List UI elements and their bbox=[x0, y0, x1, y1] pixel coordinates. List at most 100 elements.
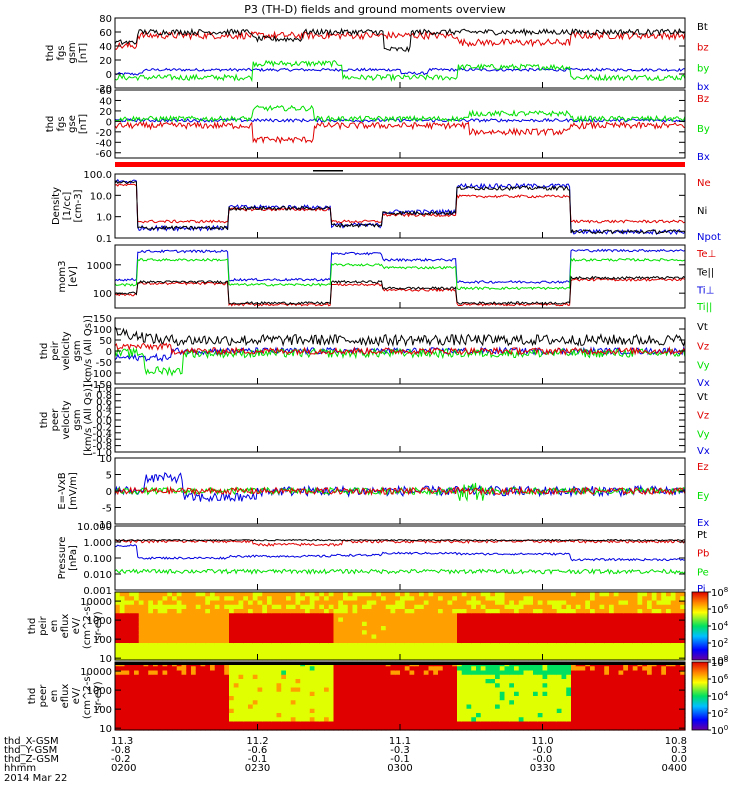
spectrogram-cell bbox=[447, 600, 453, 606]
spectrogram-cell bbox=[594, 613, 601, 619]
spectrogram-cell bbox=[670, 600, 677, 606]
spectrogram-cell bbox=[504, 630, 510, 636]
spectrogram-cell bbox=[134, 647, 140, 653]
spectrogram-cell bbox=[124, 630, 130, 636]
spectrogram-cell bbox=[447, 687, 453, 693]
spectrogram-cell bbox=[219, 604, 225, 610]
spectrogram-cell bbox=[476, 670, 482, 676]
spectrogram-cell bbox=[267, 670, 273, 676]
spectrogram-cell bbox=[267, 592, 273, 597]
spectrogram-cell bbox=[181, 647, 187, 653]
spectrogram-cell bbox=[172, 725, 178, 731]
spectrogram-cell bbox=[490, 626, 496, 631]
spectrogram-cell bbox=[362, 704, 368, 710]
spectrogram-cell bbox=[400, 630, 406, 636]
spectrogram-cell bbox=[514, 613, 520, 619]
spectrogram-cell bbox=[495, 638, 501, 644]
spectrogram-cell bbox=[552, 717, 558, 723]
spectrogram-cell bbox=[153, 666, 159, 672]
spectrogram-cell bbox=[119, 655, 126, 661]
spectrogram-cell bbox=[186, 687, 192, 693]
spectrogram-cell bbox=[575, 651, 582, 657]
y-tick-label: 0.1 bbox=[96, 234, 112, 245]
spectrogram-cell bbox=[371, 621, 377, 627]
spectrogram-cell bbox=[366, 592, 373, 597]
spectrogram-cell bbox=[347, 655, 354, 661]
spectrogram-cell bbox=[447, 717, 453, 723]
spectrogram-cell bbox=[623, 696, 629, 701]
spectrogram-cell bbox=[680, 638, 686, 644]
spectrogram-cell bbox=[119, 679, 126, 684]
spectrogram-cell bbox=[556, 700, 563, 706]
spectrogram-cell bbox=[205, 634, 211, 640]
spectrogram-cell bbox=[376, 713, 382, 718]
spectrogram-cell bbox=[119, 600, 126, 606]
spectrogram-cell bbox=[362, 700, 368, 706]
spectrogram-cell bbox=[233, 600, 240, 606]
spectrogram-cell bbox=[647, 638, 653, 644]
spectrogram-cell bbox=[157, 655, 164, 661]
spectrogram-cell bbox=[219, 717, 225, 723]
spectrogram-cell bbox=[286, 638, 292, 644]
spectrogram-cell bbox=[281, 721, 287, 727]
spectrogram-cell bbox=[271, 634, 278, 640]
spectrogram-cell bbox=[414, 626, 420, 631]
spectrogram-cell bbox=[428, 674, 434, 680]
spectrogram-cell bbox=[124, 700, 130, 706]
spectrogram-cell bbox=[485, 626, 491, 631]
spectrogram-cell bbox=[347, 643, 354, 648]
spectrogram-cell bbox=[566, 725, 572, 731]
spectrogram-cell bbox=[200, 679, 206, 684]
spectrogram-cell bbox=[414, 613, 420, 619]
spectrogram-cell bbox=[552, 696, 558, 701]
spectrogram-cell bbox=[138, 643, 145, 648]
spectrogram-cell bbox=[599, 683, 605, 689]
spectrogram-cell bbox=[134, 655, 140, 661]
spectrogram-cell bbox=[509, 609, 515, 614]
spectrogram-cell bbox=[229, 721, 235, 727]
spectrogram-cell bbox=[219, 634, 225, 640]
spectrogram-cell bbox=[504, 717, 510, 723]
spectrogram-cell bbox=[433, 704, 439, 710]
spectrogram-cell bbox=[556, 634, 563, 640]
spectrogram-cell bbox=[162, 630, 168, 636]
spectrogram-cell bbox=[504, 600, 510, 606]
spectrogram-cell bbox=[523, 613, 529, 619]
spectrogram-cell bbox=[495, 613, 501, 619]
spectrogram-cell bbox=[556, 592, 563, 597]
spectrogram-cell bbox=[338, 604, 344, 610]
spectrogram-cell bbox=[642, 617, 648, 623]
spectrogram-cell bbox=[134, 700, 140, 706]
spectrogram-cell bbox=[452, 655, 458, 661]
spectrogram-cell bbox=[428, 600, 434, 606]
spectrogram-cell bbox=[466, 674, 472, 680]
spectrogram-cell bbox=[352, 609, 358, 614]
spectrogram-cell bbox=[195, 708, 202, 714]
spectrogram-cell bbox=[490, 600, 496, 606]
spectrogram-cell bbox=[537, 630, 544, 636]
spectrogram-cell bbox=[324, 696, 330, 701]
spectrogram-cell bbox=[528, 687, 534, 693]
spectrogram-cell bbox=[181, 626, 187, 631]
spectrogram-cell bbox=[528, 713, 534, 718]
spectrogram-cell bbox=[509, 600, 515, 606]
spectrogram-cell bbox=[490, 621, 496, 627]
spectrogram-cell bbox=[537, 674, 544, 680]
spectrogram-cell bbox=[414, 708, 420, 714]
spectrogram-cell bbox=[176, 700, 183, 706]
spectrogram-cell bbox=[124, 647, 130, 653]
spectrogram-cell bbox=[328, 651, 335, 657]
spectrogram-cell bbox=[642, 700, 648, 706]
spectrogram-cell bbox=[628, 621, 634, 627]
spectrogram-cell bbox=[262, 609, 268, 614]
spectrogram-cell bbox=[618, 604, 624, 610]
spectrogram-cell bbox=[409, 592, 415, 597]
spectrogram-cell bbox=[552, 596, 558, 602]
spectrogram-cell bbox=[119, 647, 126, 653]
spectrogram-cell bbox=[271, 696, 278, 701]
spectrogram-cell bbox=[637, 621, 643, 627]
spectrogram-cell bbox=[191, 626, 197, 631]
spectrogram-cell bbox=[343, 630, 349, 636]
spectrogram-cell bbox=[357, 708, 363, 714]
spectrogram-cell bbox=[537, 679, 544, 684]
